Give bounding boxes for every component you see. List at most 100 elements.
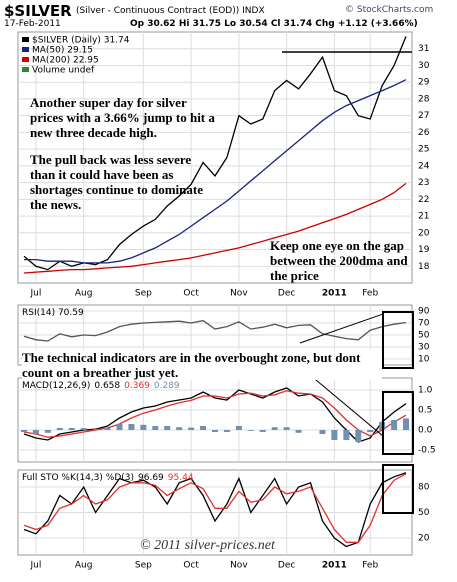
y-tick-label: 27 [418, 111, 429, 121]
bar [128, 424, 135, 430]
x-tick-label: Aug [75, 561, 93, 571]
x-tick-label: Dec [278, 289, 295, 299]
panel-label: MACD(12,26,9) 0.658 0.369 0.289 [22, 381, 180, 391]
pointer [299, 313, 384, 344]
bar [140, 424, 147, 430]
x-tick-label: Jul [29, 561, 41, 571]
legend-swatch [22, 37, 29, 42]
legend-swatch [22, 67, 29, 72]
annotation: Keep one eye on the gap between the 200d… [270, 238, 408, 283]
legend-value: 0.658 [94, 381, 120, 391]
bar [235, 426, 242, 430]
highlight-box [382, 391, 414, 455]
bar [68, 428, 75, 430]
y-tick-label: 26 [418, 128, 430, 138]
label: MACD(12,26,9) [22, 381, 90, 391]
bar [331, 430, 338, 440]
y-tick-label: 1.0 [418, 386, 433, 396]
legend-value: 95.44 [168, 473, 194, 483]
bar [20, 430, 27, 432]
bar [259, 430, 266, 432]
title: $SILVER [4, 2, 72, 20]
y-tick-label: 50 [418, 508, 430, 518]
legend-value: 96.69 [138, 473, 164, 483]
y-tick-label: 10 [418, 355, 430, 365]
x-tick-label: Sep [135, 561, 152, 571]
bar [295, 430, 302, 433]
bar [403, 418, 410, 430]
bar [80, 428, 87, 430]
bar [391, 420, 398, 430]
x-tick-label: 2011 [322, 561, 347, 571]
legend-label: Volume undef [32, 66, 95, 76]
panel-label: RSI(14) 70.59 [22, 308, 84, 318]
copyright: © 2011 silver-prices.net [140, 538, 275, 553]
annotation: The technical indicators are in the over… [22, 350, 382, 380]
bar [283, 427, 290, 430]
bar [319, 430, 326, 434]
y-tick-label: 20 [418, 534, 430, 544]
x-tick-label: Oct [183, 289, 199, 299]
y-tick-label: 70 [418, 319, 430, 329]
y-tick-label: 20 [418, 228, 430, 238]
x-tick-label: Feb [362, 561, 378, 571]
y-tick-label: 50 [418, 331, 430, 341]
y-tick-label: 0.0 [418, 426, 433, 436]
legend-label: $SILVER (Daily) 31.74 [32, 36, 130, 46]
y-tick-label: 0.5 [418, 406, 432, 416]
y-tick-label: 80 [418, 483, 430, 493]
source: © StockCharts.com [345, 5, 434, 15]
series-line [23, 472, 407, 548]
x-tick-label: Feb [362, 289, 378, 299]
pointer [309, 374, 384, 437]
x-tick-label: Aug [75, 289, 93, 299]
bar [44, 430, 51, 433]
y-tick-label: 23 [418, 178, 429, 188]
x-tick-label: Jul [29, 289, 41, 299]
series-line [23, 319, 407, 342]
x-tick-label: Dec [278, 561, 295, 571]
x-tick-label: Nov [230, 289, 248, 299]
legend-swatch [22, 57, 29, 62]
legend-swatch [22, 47, 29, 52]
bar [271, 427, 278, 430]
y-tick-label: 31 [418, 44, 429, 54]
bar [212, 430, 218, 432]
y-tick-label: 25 [418, 145, 429, 155]
label: RSI(14) 70.59 [22, 308, 84, 318]
panel [17, 377, 413, 463]
legend-label: MA(200) 22.95 [32, 56, 99, 66]
bar [200, 426, 207, 430]
bar [164, 426, 171, 430]
bar [176, 427, 183, 430]
label: Full STO %K(14,3) %D(3) [22, 473, 134, 483]
legend-label: MA(50) 29.15 [32, 46, 93, 56]
series-line [23, 473, 407, 543]
y-tick-label: 90 [418, 307, 430, 317]
y-tick-label: -0.5 [418, 446, 436, 456]
y-tick-label: 30 [418, 61, 430, 71]
series-line [23, 390, 407, 438]
series-line [24, 79, 407, 264]
y-tick-label: 21 [418, 212, 429, 222]
bar [32, 430, 39, 434]
y-tick-label: 30 [418, 343, 430, 353]
bar [152, 426, 159, 430]
quote: Op 30.62 Hi 31.75 Lo 30.54 Cl 31.74 Chg … [130, 19, 418, 29]
bar [116, 424, 123, 430]
x-tick-label: Nov [230, 561, 248, 571]
bar [355, 430, 362, 442]
y-tick-label: 28 [418, 94, 430, 104]
bar [92, 429, 99, 430]
y-tick-label: 29 [418, 78, 430, 88]
bar [367, 430, 374, 432]
legend-value: 0.289 [154, 381, 180, 391]
series-line [23, 182, 407, 274]
y-tick-label: 22 [418, 195, 429, 205]
y-tick-label: 19 [418, 245, 430, 255]
annotation: The pull back was less severe than it co… [30, 152, 203, 212]
legend-value: 0.369 [124, 381, 150, 391]
subtitle: (Silver - Continuous Contract (EOD)) IND… [76, 6, 265, 16]
